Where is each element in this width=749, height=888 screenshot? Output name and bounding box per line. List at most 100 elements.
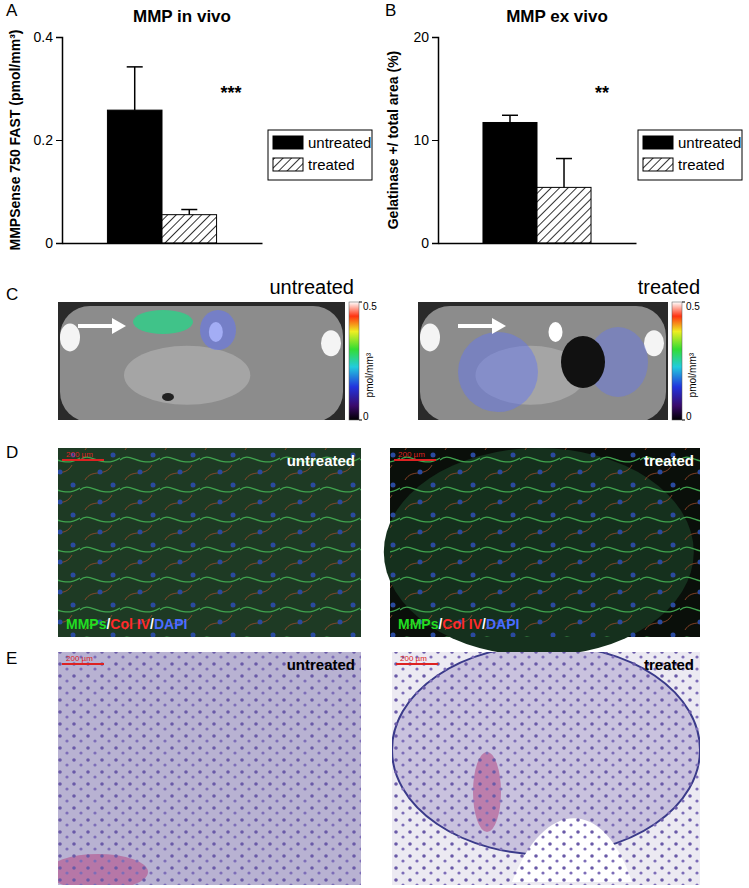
colorbar-tick-label: 0 bbox=[363, 411, 369, 422]
y-tick: 20 bbox=[413, 29, 438, 45]
legend-swatch bbox=[643, 158, 673, 171]
histology-content bbox=[392, 652, 700, 885]
bar bbox=[162, 215, 217, 243]
scale-bar bbox=[62, 459, 104, 461]
scale-bar-label: 200 µm bbox=[400, 654, 427, 663]
stain-name: MMPs bbox=[398, 616, 439, 632]
cell-overlay bbox=[392, 652, 700, 885]
legend-frame bbox=[638, 130, 742, 180]
image-label: treated bbox=[638, 276, 700, 298]
colorbar-tick bbox=[682, 302, 685, 303]
legend-swatch bbox=[273, 158, 303, 171]
y-tick-label: 0 bbox=[45, 235, 53, 251]
plot-marks bbox=[107, 67, 216, 243]
error-stem bbox=[134, 67, 136, 110]
image-background bbox=[390, 448, 700, 637]
ct-lumen bbox=[162, 393, 174, 401]
legend: untreated treated bbox=[638, 130, 742, 180]
scale-bar-label: 200 µm bbox=[66, 654, 93, 663]
ct-signal bbox=[133, 310, 193, 334]
y-axis: 00.20.4 bbox=[34, 29, 63, 251]
image-label: untreated bbox=[269, 276, 354, 298]
x-axis bbox=[63, 243, 263, 245]
y-tick-mark bbox=[56, 140, 62, 141]
stain-name: DAPI bbox=[486, 616, 519, 632]
chart-panel: 00.20.4MMP in vivoAMMPSense 750 FAST (pm… bbox=[6, 1, 372, 251]
ct-bone bbox=[549, 322, 563, 342]
image-label: untreated bbox=[287, 656, 355, 673]
image-panel: C bbox=[6, 285, 18, 304]
ct-signal bbox=[200, 310, 236, 350]
colorbar bbox=[349, 302, 359, 420]
legend-label: untreated bbox=[678, 134, 741, 151]
error-bar bbox=[502, 115, 518, 122]
colorbar bbox=[672, 302, 682, 420]
image-label: untreated bbox=[287, 452, 355, 469]
y-tick-mark bbox=[432, 243, 438, 244]
colorbar-tick-label: 0.5 bbox=[363, 301, 377, 312]
arrow-shaft bbox=[78, 324, 116, 328]
image-background bbox=[58, 448, 361, 637]
y-tick-label: 0 bbox=[421, 235, 429, 251]
panel-letter: D bbox=[6, 443, 18, 462]
legend-label: treated bbox=[678, 156, 725, 173]
y-tick-mark bbox=[432, 140, 438, 141]
error-stem bbox=[563, 159, 565, 188]
histology-image: untreated 200 µm bbox=[48, 652, 361, 888]
ct-content bbox=[58, 302, 345, 420]
ct-bone bbox=[420, 323, 440, 351]
x-axis bbox=[439, 243, 637, 245]
image-label: treated bbox=[644, 656, 694, 673]
error-bar bbox=[556, 159, 572, 188]
fiber-overlay bbox=[58, 448, 361, 637]
y-axis-title: MMPSense 750 FAST (pmol/mm³) bbox=[7, 30, 23, 251]
y-tick-label: 20 bbox=[413, 29, 429, 45]
panel-letter: B bbox=[385, 1, 396, 20]
colorbar-tick bbox=[682, 420, 685, 421]
ct-lumen bbox=[561, 336, 605, 388]
scale-bar bbox=[62, 663, 104, 665]
image-background bbox=[392, 652, 700, 885]
y-tick-mark bbox=[56, 243, 62, 244]
chart-panel: 01020MMP ex vivoBGelatinase +/ total are… bbox=[385, 1, 742, 251]
ct-bone bbox=[321, 330, 341, 356]
y-tick-label: 10 bbox=[413, 132, 429, 148]
stain-legend: MMPs/Col IV/DAPI bbox=[398, 616, 519, 632]
stain-name: Col IV bbox=[442, 616, 482, 632]
figure: 00.20.4MMP in vivoAMMPSense 750 FAST (pm… bbox=[0, 0, 749, 888]
fiber-overlay bbox=[390, 448, 700, 637]
colorbar-tick-label: 0.5 bbox=[686, 301, 700, 312]
image-panel: D bbox=[6, 443, 18, 462]
histology-content bbox=[58, 652, 361, 885]
ct-content bbox=[418, 302, 668, 420]
error-stem bbox=[509, 115, 511, 122]
bar bbox=[537, 187, 591, 243]
ct-bone bbox=[60, 323, 80, 351]
arrow-shaft bbox=[458, 324, 496, 328]
ct-organ bbox=[124, 346, 250, 405]
histology-image: treated 200 µm bbox=[392, 645, 700, 885]
image-label: treated bbox=[644, 452, 694, 469]
ct-image: untreated00.5pmol/mm³ bbox=[58, 276, 377, 422]
panel-letter: E bbox=[6, 649, 17, 668]
colorbar-tick bbox=[359, 420, 362, 421]
arrow-head bbox=[492, 318, 506, 334]
y-axis-line bbox=[432, 38, 439, 244]
ct-body bbox=[420, 306, 666, 420]
colorbar-title: pmol/mm³ bbox=[687, 352, 698, 397]
y-axis-title: Gelatinase +/ total area (%) bbox=[385, 51, 401, 230]
scale-bar-label: 200 µm bbox=[66, 450, 93, 459]
error-cap bbox=[127, 66, 143, 68]
legend-label: untreated bbox=[308, 134, 371, 151]
error-stem bbox=[189, 210, 191, 215]
y-tick: 0.4 bbox=[34, 29, 62, 45]
legend-frame bbox=[268, 130, 372, 180]
y-tick: 10 bbox=[413, 132, 438, 148]
colorbar-tick-label: 0 bbox=[686, 411, 692, 422]
significance: ** bbox=[595, 83, 609, 103]
error-bar bbox=[181, 210, 197, 215]
y-tick-mark bbox=[56, 37, 62, 38]
image-panel: E bbox=[6, 649, 17, 668]
ct-image: treated 0 0.5 pmol/mm³ bbox=[418, 276, 700, 422]
fluorescence-image: treated200 µmMMPs/Col IV/DAPI bbox=[384, 448, 700, 656]
